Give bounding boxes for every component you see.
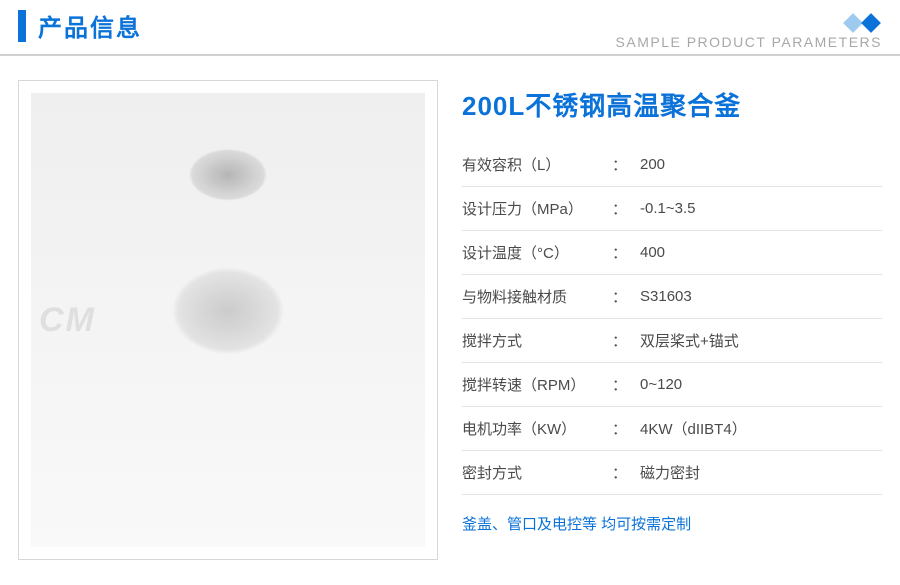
spec-value: 200: [640, 156, 882, 173]
spec-colon: ：: [612, 374, 640, 395]
spec-label: 有效容积（L）: [462, 154, 612, 175]
accent-bar: [18, 10, 26, 42]
image-watermark: CM: [39, 301, 96, 340]
page-title-cn: 产品信息: [38, 8, 142, 43]
spec-colon: ：: [612, 330, 640, 351]
spec-row: 有效容积（L）：200: [462, 143, 882, 187]
spec-row: 搅拌方式：双层桨式+锚式: [462, 319, 882, 363]
spec-row: 设计温度（°C）：400: [462, 231, 882, 275]
page-subtitle-en: SAMPLE PRODUCT PARAMETERS: [616, 34, 882, 50]
spec-panel: 200L不锈钢高温聚合釜 有效容积（L）：200设计压力（MPa）：-0.1~3…: [462, 80, 882, 560]
product-title: 200L不锈钢高温聚合釜: [462, 86, 882, 123]
spec-colon: ：: [612, 198, 640, 219]
spec-value: 4KW（dIIBT4）: [640, 418, 882, 439]
spec-row: 与物料接触材质：S31603: [462, 275, 882, 319]
spec-row: 设计压力（MPa）：-0.1~3.5: [462, 187, 882, 231]
diamond-icon: [843, 13, 863, 33]
spec-label: 密封方式: [462, 462, 612, 483]
spec-colon: ：: [612, 242, 640, 263]
spec-value: 双层桨式+锚式: [640, 330, 882, 351]
spec-row: 搅拌转速（RPM）：0~120: [462, 363, 882, 407]
spec-label: 电机功率（KW）: [462, 418, 612, 439]
spec-label: 搅拌转速（RPM）: [462, 374, 612, 395]
header-left: 产品信息: [18, 8, 142, 43]
customization-footnote: 釜盖、管口及电控等 均可按需定制: [462, 513, 882, 534]
content-area: CM 200L不锈钢高温聚合釜 有效容积（L）：200设计压力（MPa）：-0.…: [0, 56, 900, 560]
spec-label: 搅拌方式: [462, 330, 612, 351]
spec-value: 0~120: [640, 376, 882, 393]
spec-colon: ：: [612, 286, 640, 307]
spec-value: 磁力密封: [640, 462, 882, 483]
header-bar-section: 产品信息 SAMPLE PRODUCT PARAMETERS: [0, 0, 900, 56]
spec-colon: ：: [612, 154, 640, 175]
spec-row: 电机功率（KW）：4KW（dIIBT4）: [462, 407, 882, 451]
product-image-frame: CM: [18, 80, 438, 560]
spec-label: 设计压力（MPa）: [462, 198, 612, 219]
spec-value: 400: [640, 244, 882, 261]
spec-label: 与物料接触材质: [462, 286, 612, 307]
spec-value: -0.1~3.5: [640, 200, 882, 217]
header-right: SAMPLE PRODUCT PARAMETERS: [616, 0, 882, 54]
spec-colon: ：: [612, 418, 640, 439]
spec-colon: ：: [612, 462, 640, 483]
decorative-diamonds: [846, 16, 878, 30]
spec-row: 密封方式：磁力密封: [462, 451, 882, 495]
spec-value: S31603: [640, 288, 882, 305]
spec-table: 有效容积（L）：200设计压力（MPa）：-0.1~3.5设计温度（°C）：40…: [462, 143, 882, 495]
diamond-icon: [861, 13, 881, 33]
spec-label: 设计温度（°C）: [462, 242, 612, 263]
